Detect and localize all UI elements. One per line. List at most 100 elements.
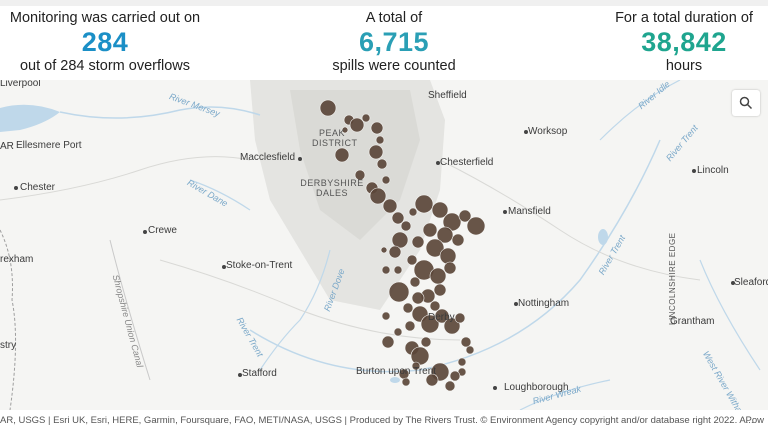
storm-overflow-marker[interactable] xyxy=(411,291,425,305)
label-lincoln: Lincoln xyxy=(697,165,729,176)
storm-overflow-marker[interactable] xyxy=(410,346,430,366)
storm-overflow-marker[interactable] xyxy=(420,314,440,334)
storm-overflow-marker[interactable] xyxy=(388,245,402,259)
storm-overflow-marker[interactable] xyxy=(429,267,447,285)
label-crewe: Crewe xyxy=(148,225,177,236)
storm-overflow-marker[interactable] xyxy=(391,231,409,249)
storm-overflow-marker[interactable] xyxy=(388,281,410,303)
storm-overflow-marker[interactable] xyxy=(402,302,414,314)
label-macclesfield: Macclesfield xyxy=(240,152,296,163)
label-worksop: Worksop xyxy=(528,126,568,137)
storm-overflow-marker[interactable] xyxy=(449,370,461,382)
storm-overflow-marker[interactable] xyxy=(411,235,425,249)
storm-overflow-marker[interactable] xyxy=(381,311,391,321)
stats-banner: Monitoring was carried out on 284 out of… xyxy=(0,0,768,80)
storm-overflow-marker[interactable] xyxy=(380,246,388,254)
storm-overflow-marker[interactable] xyxy=(400,220,412,232)
reservoir xyxy=(598,229,608,245)
label-loughborough: Loughborough xyxy=(504,382,569,393)
storm-overflow-marker[interactable] xyxy=(422,222,438,238)
storm-overflow-marker[interactable] xyxy=(381,265,391,275)
map-search-button[interactable] xyxy=(732,90,760,116)
storm-overflow-marker[interactable] xyxy=(361,113,371,123)
town-dot xyxy=(14,186,18,190)
stat-monitoring: Monitoring was carried out on 284 out of… xyxy=(0,10,210,74)
storm-overflow-markers[interactable] xyxy=(319,99,486,392)
river-dove-line xyxy=(259,249,331,371)
map-view[interactable]: Liverpool Ellesmere Port AR Chester rexh… xyxy=(0,80,768,410)
town-dot xyxy=(436,161,440,165)
river-dane-line xyxy=(189,179,251,211)
storm-overflow-marker[interactable] xyxy=(354,169,366,181)
storm-overflow-marker[interactable] xyxy=(465,345,475,355)
label-stafford: Stafford xyxy=(242,368,277,379)
road-3 xyxy=(159,259,461,341)
powered-by-link[interactable]: Pow xyxy=(745,415,764,426)
storm-overflow-marker[interactable] xyxy=(391,211,405,225)
storm-overflow-marker[interactable] xyxy=(319,99,337,117)
storm-overflow-marker[interactable] xyxy=(334,147,350,163)
label-liverpool: Liverpool xyxy=(0,80,41,89)
storm-overflow-marker[interactable] xyxy=(433,283,447,297)
storm-overflow-marker[interactable] xyxy=(409,276,421,288)
storm-overflow-marker[interactable] xyxy=(451,233,465,247)
stat-monitoring-sub: out of 284 storm overflows xyxy=(19,58,191,74)
stat-duration: For a total duration of 38,842 hours xyxy=(600,10,768,74)
storm-overflow-marker[interactable] xyxy=(457,357,467,367)
storm-overflow-marker[interactable] xyxy=(460,336,472,348)
storm-overflow-marker[interactable] xyxy=(393,265,403,275)
town-dot xyxy=(731,281,735,285)
road-1 xyxy=(0,156,251,201)
label-mansfield: Mansfield xyxy=(508,206,551,217)
storm-overflow-marker[interactable] xyxy=(443,317,461,335)
label-nottingham: Nottingham xyxy=(518,298,570,309)
label-stry: stry xyxy=(0,340,17,351)
river-mersey-line xyxy=(59,106,261,119)
label-sleaford: Sleaford xyxy=(734,277,768,288)
label-lincolnshire-edge: LINCOLNSHIRE EDGE xyxy=(668,232,677,325)
label-chester: Chester xyxy=(20,182,56,193)
storm-overflow-marker[interactable] xyxy=(411,361,421,371)
label-ellesmere-port: Ellesmere Port xyxy=(16,140,82,151)
storm-overflow-marker[interactable] xyxy=(429,300,441,312)
storm-overflow-marker[interactable] xyxy=(370,121,384,135)
stat-monitoring-value: 284 xyxy=(81,27,129,57)
map-basemap xyxy=(0,80,761,410)
storm-overflow-marker[interactable] xyxy=(406,254,418,266)
storm-overflow-marker[interactable] xyxy=(420,336,432,348)
storm-overflow-marker[interactable] xyxy=(408,207,418,217)
storm-overflow-marker[interactable] xyxy=(375,135,385,145)
storm-overflow-marker[interactable] xyxy=(393,327,403,337)
label-stoke: Stoke-on-Trent xyxy=(226,260,293,271)
label-grantham: Grantham xyxy=(670,316,715,327)
storm-overflow-marker[interactable] xyxy=(369,187,387,205)
storm-overflow-marker[interactable] xyxy=(414,194,434,214)
river-wreak-line xyxy=(519,379,611,410)
storm-overflow-marker[interactable] xyxy=(443,261,457,275)
storm-overflow-marker[interactable] xyxy=(381,335,395,349)
storm-overflow-marker[interactable] xyxy=(349,117,365,133)
storm-overflow-marker[interactable] xyxy=(376,158,388,170)
storm-overflow-marker[interactable] xyxy=(382,198,398,214)
map-attribution: AR, USGS | Esri UK, Esri, HERE, Garmin, … xyxy=(0,410,768,432)
storm-overflow-marker[interactable] xyxy=(425,238,445,258)
label-chesterfield: Chesterfield xyxy=(440,157,494,168)
river-witham-line xyxy=(699,259,761,371)
storm-overflow-marker[interactable] xyxy=(458,209,472,223)
storm-overflow-marker[interactable] xyxy=(401,377,411,387)
label-wrexham: rexham xyxy=(0,254,34,265)
town-dot xyxy=(692,169,696,173)
storm-overflow-marker[interactable] xyxy=(444,380,456,392)
storm-overflow-marker[interactable] xyxy=(404,320,416,332)
storm-overflow-marker[interactable] xyxy=(436,226,454,244)
storm-overflow-marker[interactable] xyxy=(381,175,391,185)
stat-spills-sub: spills were counted xyxy=(332,58,456,74)
storm-overflow-marker[interactable] xyxy=(425,373,439,387)
storm-overflow-marker[interactable] xyxy=(341,126,349,134)
storm-overflow-marker[interactable] xyxy=(368,144,384,160)
storm-overflow-marker[interactable] xyxy=(454,312,466,324)
storm-overflow-marker[interactable] xyxy=(439,247,457,265)
storm-overflow-marker[interactable] xyxy=(466,216,486,236)
storm-overflow-marker[interactable] xyxy=(431,201,449,219)
storm-overflow-marker[interactable] xyxy=(434,308,450,324)
